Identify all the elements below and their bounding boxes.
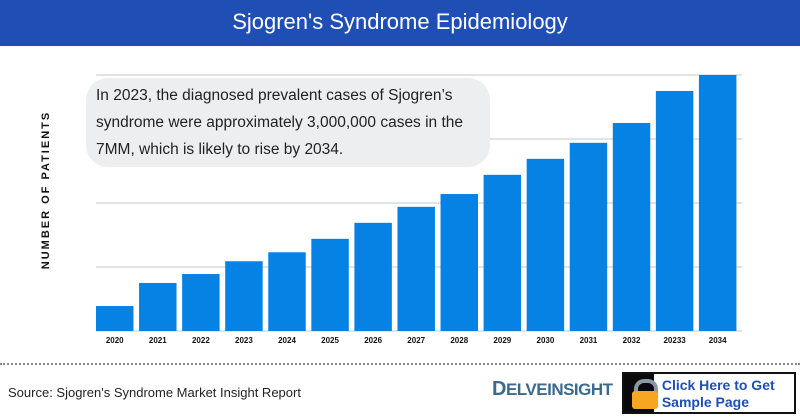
x-tick-label: 2020 <box>106 336 124 345</box>
bar-chart: 2020 2021 2022 2023 2024 2025 2026 2027 2028 2029… <box>96 74 742 345</box>
x-tick-label: 2029 <box>493 336 511 345</box>
x-tick-label: 2034 <box>709 336 727 345</box>
bar <box>139 283 177 331</box>
bar <box>440 194 479 331</box>
x-tick-label: 2032 <box>623 336 641 345</box>
bar <box>569 142 608 331</box>
delveinsight-logo: DELVEINSIGHT <box>492 378 613 400</box>
x-tick-label: 2031 <box>580 336 598 345</box>
source-text: Source: Sjogren's Syndrome Market Insigh… <box>8 385 301 400</box>
page-title: Sjogren's Syndrome Epidemiology <box>0 0 800 46</box>
bar <box>182 274 220 331</box>
x-tick-label: 2026 <box>364 336 382 345</box>
x-tick-label: 2021 <box>149 336 167 345</box>
sample-page-label: Click Here to Get Sample Page <box>661 377 775 410</box>
x-tick-label: 2027 <box>407 336 425 345</box>
bar <box>612 123 651 331</box>
bar <box>483 174 522 331</box>
divider <box>0 363 800 365</box>
unlock-icon <box>624 374 658 412</box>
bar <box>311 238 349 331</box>
callout-text: In 2023, the diagnosed prevalent cases o… <box>86 78 490 167</box>
bar <box>526 158 565 331</box>
bar <box>397 206 435 331</box>
x-tick-label: 2028 <box>450 336 468 345</box>
bar <box>268 252 306 331</box>
x-tick-label: 2023 <box>235 336 253 345</box>
bar <box>655 91 694 331</box>
bar <box>96 306 134 331</box>
bar <box>698 75 737 331</box>
x-tick-label: 2024 <box>278 336 296 345</box>
x-tick-label: 2030 <box>537 336 555 345</box>
x-tick-label: 2025 <box>321 336 339 345</box>
x-tick-label: 20233 <box>663 336 686 345</box>
x-tick-label: 2022 <box>192 336 210 345</box>
sample-page-button[interactable]: Click Here to Get Sample Page <box>622 372 796 414</box>
bar <box>225 261 263 331</box>
bar <box>354 222 392 331</box>
